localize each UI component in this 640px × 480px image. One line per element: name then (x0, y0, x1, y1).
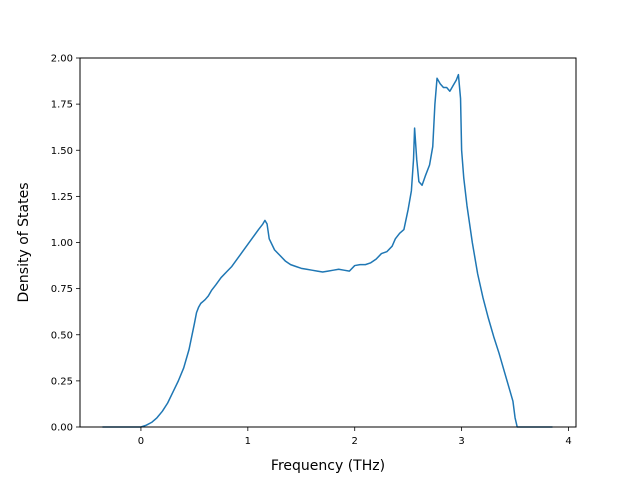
y-tick-label: 0.00 (51, 423, 73, 434)
x-axis-title: Frequency (THz) (271, 458, 385, 474)
x-tick-label: 3 (458, 436, 464, 447)
y-axis-ticks: 0.00 0.25 0.50 0.75 1.00 1.25 1.50 1.75 2.00 (51, 54, 80, 434)
y-tick-label: 1.25 (51, 192, 73, 203)
y-tick-label: 0.50 (51, 330, 73, 341)
y-tick-label: 0.75 (51, 284, 73, 295)
y-tick-label: 1.00 (51, 238, 73, 249)
x-tick-label: 0 (138, 436, 144, 447)
x-tick-label: 2 (352, 436, 358, 447)
x-tick-label: 1 (245, 436, 251, 447)
plot-content (102, 73, 553, 428)
y-tick-label: 0.25 (51, 376, 73, 387)
y-tick-label: 2.00 (51, 54, 73, 65)
y-axis-title: Density of States (16, 183, 32, 303)
x-tick-label: 4 (565, 436, 571, 447)
y-tick-label: 1.50 (51, 146, 73, 157)
x-axis-ticks: 0 1 2 3 4 (138, 427, 572, 447)
y-tick-label: 1.75 (51, 100, 73, 111)
dos-series-line (102, 73, 553, 428)
